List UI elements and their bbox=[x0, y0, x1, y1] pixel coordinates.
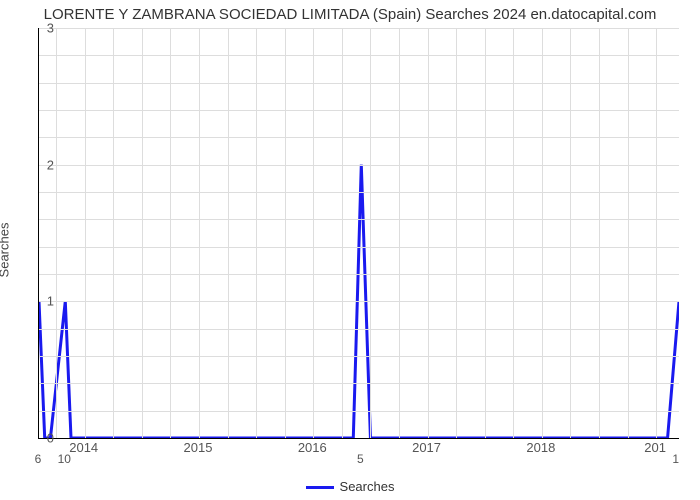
gridline-h bbox=[39, 28, 679, 29]
gridline-h bbox=[39, 274, 679, 275]
y-tick-label: 0 bbox=[24, 431, 54, 446]
point-label: 6 bbox=[35, 452, 42, 466]
gridline-v bbox=[199, 28, 200, 438]
x-tick-label: 2018 bbox=[526, 440, 555, 455]
gridline-v bbox=[513, 28, 514, 438]
gridline-h bbox=[39, 83, 679, 84]
y-axis-title: Searches bbox=[0, 223, 12, 278]
gridline-h bbox=[39, 165, 679, 166]
gridline-h bbox=[39, 301, 679, 302]
gridline-h bbox=[39, 55, 679, 56]
y-tick-label: 2 bbox=[24, 157, 54, 172]
legend: Searches bbox=[0, 479, 700, 494]
gridline-h bbox=[39, 219, 679, 220]
point-label: 1 bbox=[672, 452, 679, 466]
gridline-v bbox=[599, 28, 600, 438]
y-tick-label: 1 bbox=[24, 294, 54, 309]
gridline-v bbox=[342, 28, 343, 438]
gridline-v bbox=[542, 28, 543, 438]
gridline-h bbox=[39, 383, 679, 384]
gridline-v bbox=[285, 28, 286, 438]
gridline-v bbox=[170, 28, 171, 438]
gridline-h bbox=[39, 247, 679, 248]
x-tick-label: 2015 bbox=[184, 440, 213, 455]
line-series bbox=[39, 28, 679, 438]
gridline-v bbox=[313, 28, 314, 438]
point-label: 10 bbox=[58, 452, 71, 466]
gridline-v bbox=[113, 28, 114, 438]
x-tick-label: 201 bbox=[644, 440, 666, 455]
gridline-v bbox=[428, 28, 429, 438]
chart-container: LORENTE Y ZAMBRANA SOCIEDAD LIMITADA (Sp… bbox=[0, 0, 700, 500]
gridline-v bbox=[570, 28, 571, 438]
gridline-v bbox=[142, 28, 143, 438]
gridline-h bbox=[39, 356, 679, 357]
gridline-h bbox=[39, 192, 679, 193]
gridline-h bbox=[39, 110, 679, 111]
gridline-h bbox=[39, 137, 679, 138]
gridline-v bbox=[85, 28, 86, 438]
x-tick-label: 2014 bbox=[69, 440, 98, 455]
plot-area bbox=[38, 28, 679, 439]
gridline-v bbox=[256, 28, 257, 438]
x-tick-label: 2016 bbox=[298, 440, 327, 455]
gridline-h bbox=[39, 411, 679, 412]
gridline-v bbox=[56, 28, 57, 438]
y-tick-label: 3 bbox=[24, 21, 54, 36]
legend-swatch bbox=[306, 486, 334, 489]
chart-title: LORENTE Y ZAMBRANA SOCIEDAD LIMITADA (Sp… bbox=[0, 6, 700, 23]
gridline-v bbox=[656, 28, 657, 438]
gridline-v bbox=[485, 28, 486, 438]
gridline-v bbox=[456, 28, 457, 438]
gridline-v bbox=[228, 28, 229, 438]
gridline-v bbox=[399, 28, 400, 438]
gridline-v bbox=[370, 28, 371, 438]
gridline-v bbox=[628, 28, 629, 438]
legend-label: Searches bbox=[340, 479, 395, 494]
gridline-h bbox=[39, 329, 679, 330]
x-tick-label: 2017 bbox=[412, 440, 441, 455]
point-label: 5 bbox=[357, 452, 364, 466]
